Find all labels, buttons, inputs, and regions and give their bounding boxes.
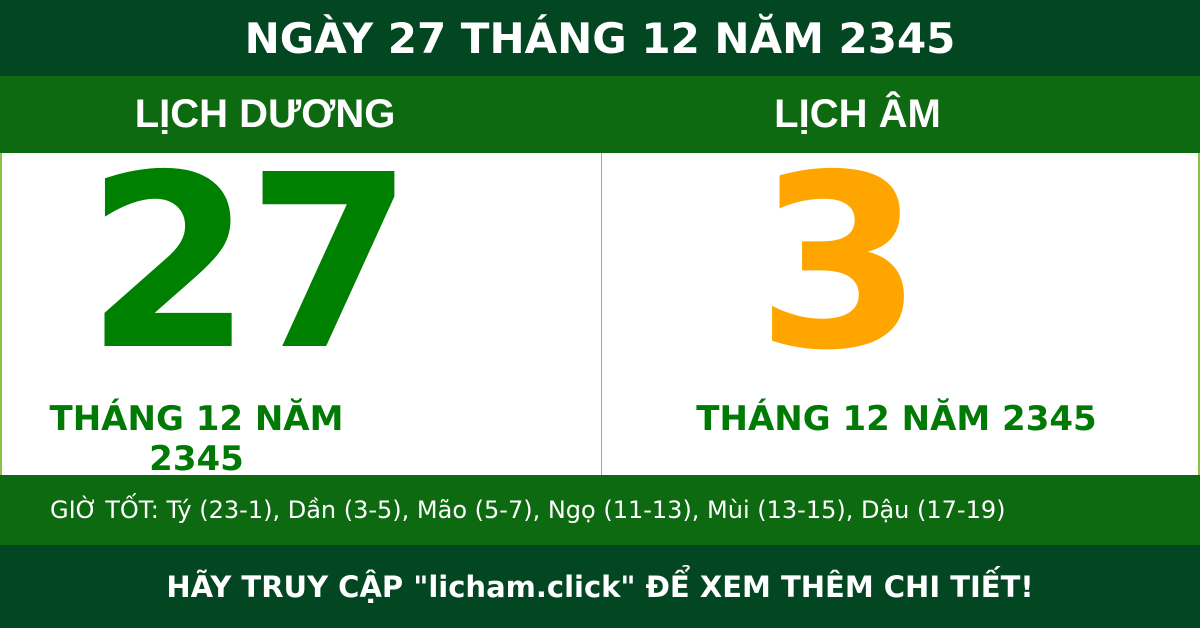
page-title: NGÀY 27 THÁNG 12 NĂM 2345 — [0, 0, 1200, 76]
calendar-body: 27 THÁNG 12 NĂM 2345 3 THÁNG 12 NĂM 2345 — [0, 143, 1200, 479]
lunar-calendar-label: LỊCH ÂM — [774, 92, 941, 136]
solar-column: 27 THÁNG 12 NĂM 2345 — [2, 143, 601, 479]
calendar-labels: LỊCH DƯƠNG LỊCH ÂM — [0, 76, 1200, 153]
solar-month-year: THÁNG 12 NĂM 2345 — [49, 399, 344, 479]
lunar-day: 3 — [756, 123, 923, 403]
footer-text: HÃY TRUY CẬP "licham.click" ĐỂ XEM THÊM … — [0, 545, 1200, 628]
solar-calendar-label: LỊCH DƯƠNG — [134, 92, 396, 136]
solar-day: 27 — [85, 123, 414, 403]
lunar-column: 3 THÁNG 12 NĂM 2345 — [602, 143, 1200, 475]
divider — [601, 153, 602, 475]
lunar-month-year: THÁNG 12 NĂM 2345 — [696, 399, 1097, 439]
good-hours: GIỜ TỐT: Tý (23-1), Dần (3-5), Mão (5-7)… — [0, 475, 1200, 545]
